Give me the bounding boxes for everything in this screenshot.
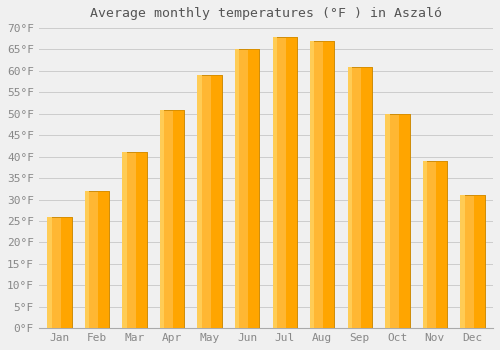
Bar — [310, 41, 334, 328]
Bar — [48, 217, 72, 328]
Bar — [272, 37, 277, 328]
Bar — [436, 161, 447, 328]
Bar — [198, 75, 202, 328]
Bar — [422, 161, 447, 328]
Bar — [174, 110, 184, 328]
Bar — [136, 152, 146, 328]
Bar — [348, 66, 372, 328]
Bar — [474, 195, 484, 328]
Bar — [235, 49, 260, 328]
Bar — [98, 191, 109, 328]
Bar — [160, 110, 184, 328]
Bar — [286, 37, 297, 328]
Bar — [235, 49, 240, 328]
Bar — [460, 195, 484, 328]
Bar — [422, 161, 427, 328]
Bar — [198, 75, 222, 328]
Bar — [48, 217, 52, 328]
Bar — [85, 191, 89, 328]
Bar — [324, 41, 334, 328]
Bar — [235, 49, 260, 328]
Bar — [348, 66, 352, 328]
Bar — [85, 191, 109, 328]
Bar — [272, 37, 297, 328]
Bar — [460, 195, 464, 328]
Bar — [272, 37, 297, 328]
Bar — [60, 217, 72, 328]
Bar — [85, 191, 109, 328]
Bar — [422, 161, 447, 328]
Bar — [122, 152, 126, 328]
Bar — [385, 114, 390, 328]
Bar — [160, 110, 184, 328]
Bar — [385, 114, 409, 328]
Bar — [48, 217, 72, 328]
Bar — [122, 152, 146, 328]
Bar — [310, 41, 314, 328]
Bar — [211, 75, 222, 328]
Bar — [310, 41, 334, 328]
Title: Average monthly temperatures (°F ) in Aszaló: Average monthly temperatures (°F ) in As… — [90, 7, 442, 20]
Bar — [122, 152, 146, 328]
Bar — [248, 49, 260, 328]
Bar — [198, 75, 222, 328]
Bar — [398, 114, 409, 328]
Bar — [348, 66, 372, 328]
Bar — [385, 114, 409, 328]
Bar — [460, 195, 484, 328]
Bar — [160, 110, 164, 328]
Bar — [361, 66, 372, 328]
